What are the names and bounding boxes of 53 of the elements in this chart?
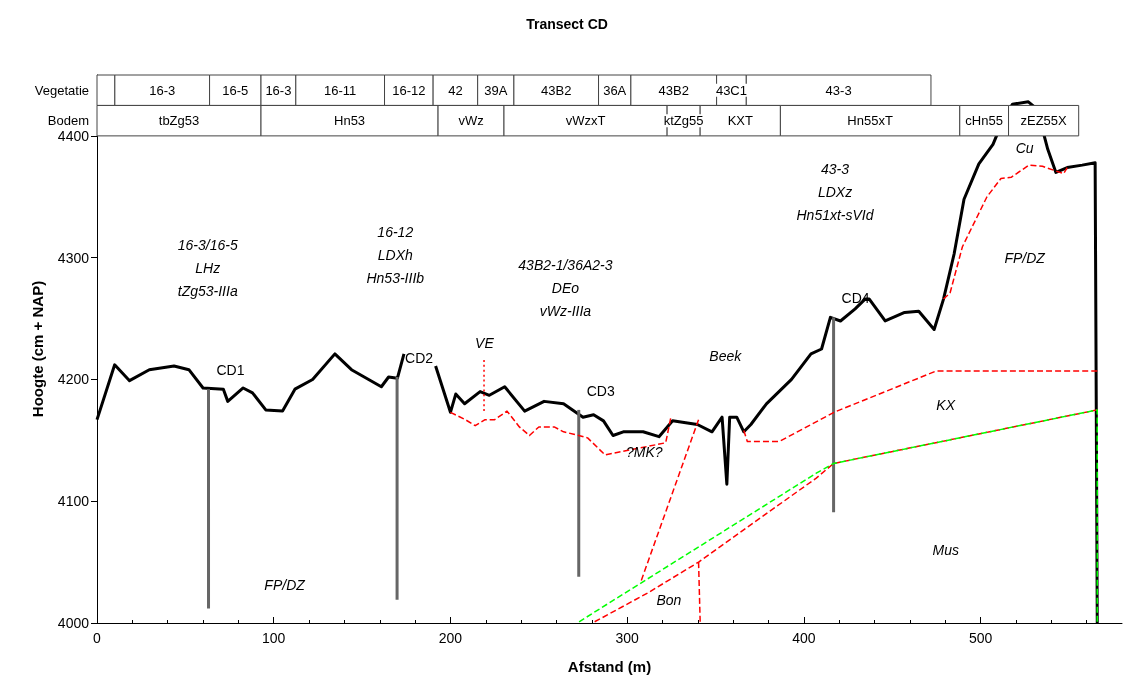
band-label: 16-5 (222, 82, 249, 98)
series-label: CD1 (216, 362, 245, 379)
annotation: 43-3 LDXz Hn51xt-sVId (796, 160, 875, 223)
band-label: 16-12 (392, 82, 426, 98)
y-tick-label: 4100 (57, 493, 90, 510)
x-axis-title: Afstand (m) (567, 658, 652, 675)
annotation: Beek (709, 348, 743, 365)
band-label: 43-3 (825, 82, 852, 98)
annotation: FP/DZ (264, 577, 306, 594)
annotation: 16-12 LDXh Hn53-IIIb (366, 223, 425, 286)
band-label: cHn55 (965, 113, 1003, 129)
band-label: KXT (727, 113, 753, 129)
series-label: CD3 (586, 382, 615, 399)
annotation: Mus (932, 542, 959, 559)
band-label: tbZg53 (158, 113, 200, 129)
annotation: FP/DZ (1004, 250, 1046, 267)
band-label: 16-3 (265, 82, 292, 98)
band-label: vWz (458, 113, 484, 129)
annotation: VE (475, 334, 495, 351)
annotation: Bon (656, 591, 682, 608)
band-label: zEZ55X (1020, 113, 1068, 129)
x-tick-label: 0 (93, 630, 102, 646)
y-tick-label: 4400 (57, 127, 90, 144)
band-label: 16-11 (324, 82, 357, 98)
band-label: Hn55xT (847, 113, 893, 129)
x-tick-label: 400 (792, 630, 816, 646)
band-label: 43B2 (541, 82, 572, 98)
x-tick-label: 300 (615, 630, 640, 646)
band-label: 43B2 (658, 82, 689, 98)
series-label: CD2 (405, 350, 434, 367)
annotation: KX (936, 396, 956, 413)
band-label: 43C1 (715, 82, 747, 98)
annotation: 16-3/16-5 LHz tZg53-IIIa (177, 236, 238, 299)
band-label: vWzxT (565, 113, 606, 129)
y-tick-label: 4300 (57, 249, 90, 266)
band-label: 42 (448, 82, 463, 98)
x-tick-label: 200 (438, 630, 463, 646)
x-tick-label: 500 (968, 630, 993, 646)
band-label: ktZg55 (663, 113, 704, 129)
chart-title: Transect CD (526, 16, 608, 32)
band-label: Hn53 (334, 113, 366, 129)
band-label: 16-3 (149, 82, 176, 98)
x-tick-label: 100 (262, 630, 286, 646)
annotation: ?MK? (626, 444, 663, 461)
y-axis-title: Hoogte (cm + NAP) (29, 280, 46, 418)
annotation: 43B2-1/36A2-3 DEo vWz-IIIa (518, 257, 613, 320)
y-tick-label: 4200 (57, 371, 90, 388)
band-label: 39A (484, 82, 508, 98)
y-tick-label: 4000 (57, 615, 90, 631)
text: Bodem (47, 113, 89, 129)
band-label: 36A (603, 82, 627, 98)
text: Vegetatie (34, 82, 89, 98)
annotation: Cu (1015, 139, 1034, 156)
